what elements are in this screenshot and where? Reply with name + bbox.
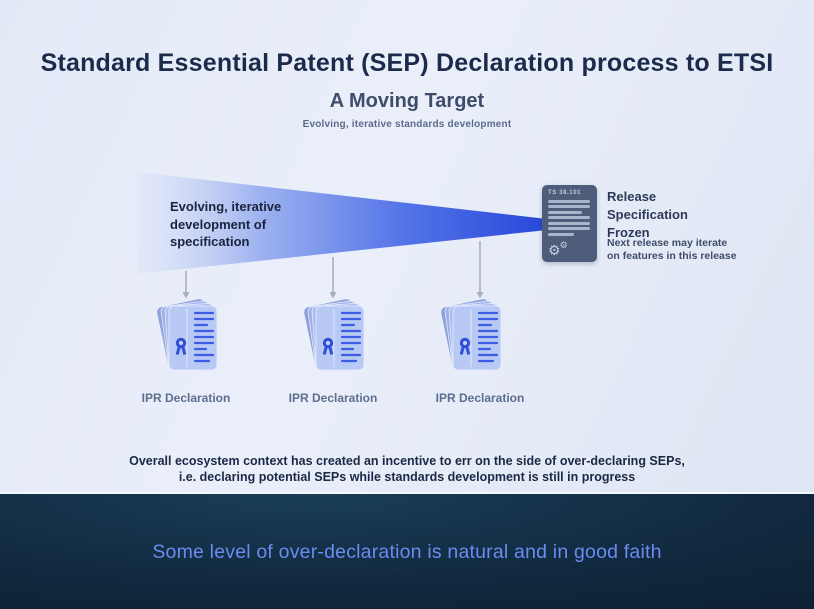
spec-doc-textline [548,216,590,220]
down-arrowheads [182,292,484,299]
diagram-canvas [137,172,547,373]
page-subtitle: A Moving Target [329,90,485,112]
gear-icon: ⚙ [548,242,561,258]
ipr-declaration-doc-icon [301,296,366,373]
funnel-shape [137,172,547,274]
funnel-label: Evolving, iterative development of speci… [170,199,282,249]
footer-banner-text: Some level of over-declaration is natura… [152,541,662,563]
ipr-declaration-doc-icon [154,296,219,373]
spec-doc-textline [548,210,582,214]
ipr-declaration-label: IPR Declaration [141,391,231,405]
ipr-declaration-label: IPR Declaration [435,391,525,405]
spec-doc-textline [548,221,590,225]
spec-doc-textline [548,232,574,236]
page-title: Standard Essential Patent (SEP) Declarat… [40,49,774,77]
spec-doc-textline [548,205,590,209]
ipr-declaration-doc-icon [438,296,503,373]
spec-document-card: TS 38.101 ⚙⚙ [542,185,597,262]
release-note: Next release may iterate on features in … [607,237,737,262]
gear-icon: ⚙ [559,240,568,250]
footer-banner: Some level of over-declaration is natura… [0,492,814,609]
gears-icon: ⚙⚙ [548,241,568,259]
ipr-declaration-label: IPR Declaration [288,391,378,405]
spec-doc-textline [548,200,590,203]
down-arrows [185,241,481,292]
footer-paragraph: Overall ecosystem context has created an… [129,454,685,484]
page-tagline: Evolving, iterative standards developmen… [302,119,512,130]
release-frozen-title: Release Specification Frozen [607,189,688,240]
spec-doc-textline [548,227,590,231]
spec-doc-id: TS 38.101 [548,190,582,196]
